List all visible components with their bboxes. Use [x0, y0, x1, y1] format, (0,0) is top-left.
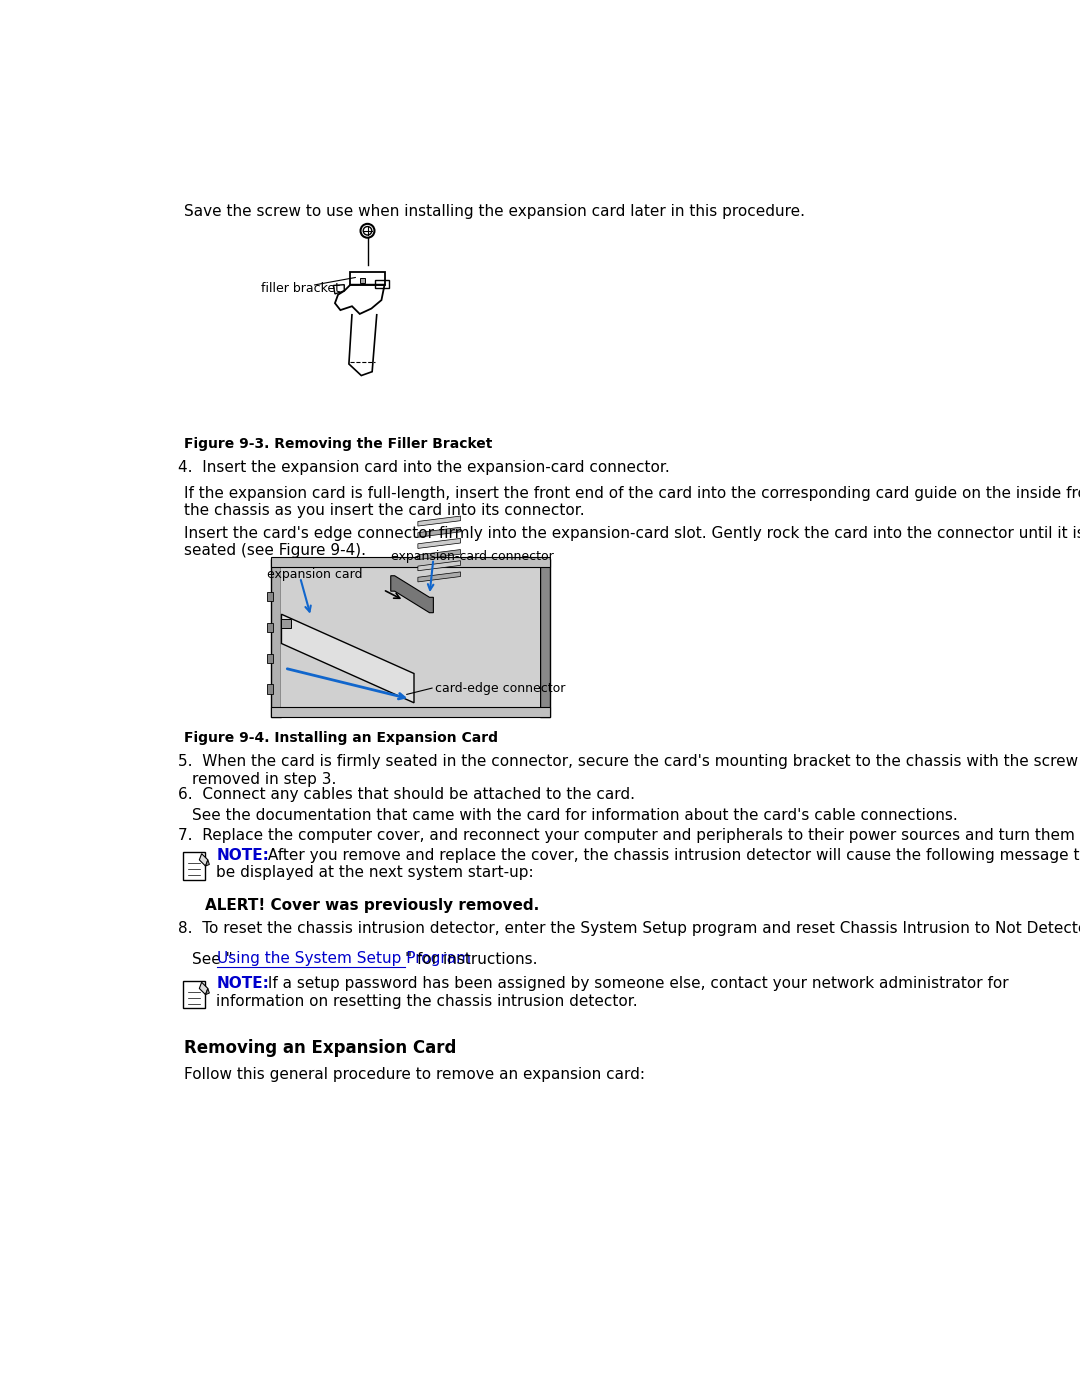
Polygon shape — [205, 989, 210, 995]
Text: seated (see Figure 9-4).: seated (see Figure 9-4). — [184, 543, 366, 559]
Text: If a setup password has been assigned by someone else, contact your network admi: If a setup password has been assigned by… — [262, 977, 1009, 990]
Polygon shape — [205, 861, 210, 866]
Bar — [281, 559, 540, 707]
Polygon shape — [282, 615, 414, 703]
Polygon shape — [418, 560, 460, 571]
Text: 6.  Connect any cables that should be attached to the card.: 6. Connect any cables that should be att… — [177, 788, 635, 802]
Text: filler bracket: filler bracket — [260, 282, 339, 295]
Polygon shape — [418, 571, 460, 583]
Text: Using the System Setup Program: Using the System Setup Program — [217, 951, 471, 967]
Text: See the documentation that came with the card for information about the card's c: See the documentation that came with the… — [191, 809, 957, 823]
Polygon shape — [418, 538, 460, 549]
Text: ALERT! Cover was previously removed.: ALERT! Cover was previously removed. — [205, 898, 539, 912]
Text: Save the screw to use when installing the expansion card later in this procedure: Save the screw to use when installing th… — [184, 204, 805, 219]
Text: expansion-card connector: expansion-card connector — [391, 550, 554, 563]
Polygon shape — [391, 576, 433, 613]
Bar — [271, 557, 550, 567]
Bar — [267, 592, 273, 601]
Text: card-edge connector: card-edge connector — [435, 682, 565, 694]
Text: Figure 9-3. Removing the Filler Bracket: Figure 9-3. Removing the Filler Bracket — [184, 437, 492, 451]
Bar — [282, 619, 291, 629]
Text: " for instructions.: " for instructions. — [405, 951, 537, 967]
Text: information on resetting the chassis intrusion detector.: information on resetting the chassis int… — [216, 993, 638, 1009]
Text: 7.  Replace the computer cover, and reconnect your computer and peripherals to t: 7. Replace the computer cover, and recon… — [177, 828, 1080, 844]
Text: Figure 9-4. Installing an Expansion Card: Figure 9-4. Installing an Expansion Card — [184, 731, 498, 745]
Bar — [183, 852, 205, 880]
Polygon shape — [418, 549, 460, 560]
Bar — [267, 654, 273, 662]
Bar — [375, 279, 389, 288]
Bar — [360, 278, 365, 284]
Polygon shape — [418, 527, 460, 538]
Text: the chassis as you insert the card into its connector.: the chassis as you insert the card into … — [184, 503, 584, 518]
Polygon shape — [200, 854, 207, 866]
Bar — [267, 623, 273, 631]
Bar — [267, 685, 273, 693]
Text: 4.  Insert the expansion card into the expansion-card connector.: 4. Insert the expansion card into the ex… — [177, 460, 670, 475]
Polygon shape — [418, 515, 460, 527]
Text: 8.  To reset the chassis intrusion detector, enter the System Setup program and : 8. To reset the chassis intrusion detect… — [177, 921, 1080, 936]
Text: Removing an Expansion Card: Removing an Expansion Card — [184, 1039, 456, 1058]
Text: See ": See " — [191, 951, 232, 967]
Text: expansion card: expansion card — [267, 569, 362, 581]
Bar — [350, 272, 384, 285]
Polygon shape — [200, 982, 207, 995]
Bar — [271, 707, 550, 717]
Text: Follow this general procedure to remove an expansion card:: Follow this general procedure to remove … — [184, 1067, 645, 1083]
Text: Insert the card's edge connector firmly into the expansion-card slot. Gently roc: Insert the card's edge connector firmly … — [184, 525, 1080, 541]
Text: be displayed at the next system start-up:: be displayed at the next system start-up… — [216, 865, 534, 880]
Bar — [540, 559, 550, 717]
Text: If the expansion card is full-length, insert the front end of the card into the : If the expansion card is full-length, in… — [184, 486, 1080, 500]
Text: NOTE:: NOTE: — [216, 977, 269, 990]
Bar — [183, 981, 205, 1009]
Bar — [271, 559, 281, 717]
Text: 5.  When the card is firmly seated in the connector, secure the card's mounting : 5. When the card is firmly seated in the… — [177, 754, 1080, 770]
Text: NOTE:: NOTE: — [216, 848, 269, 862]
Text: After you remove and replace the cover, the chassis intrusion detector will caus: After you remove and replace the cover, … — [262, 848, 1080, 862]
Text: removed in step 3.: removed in step 3. — [191, 773, 336, 787]
